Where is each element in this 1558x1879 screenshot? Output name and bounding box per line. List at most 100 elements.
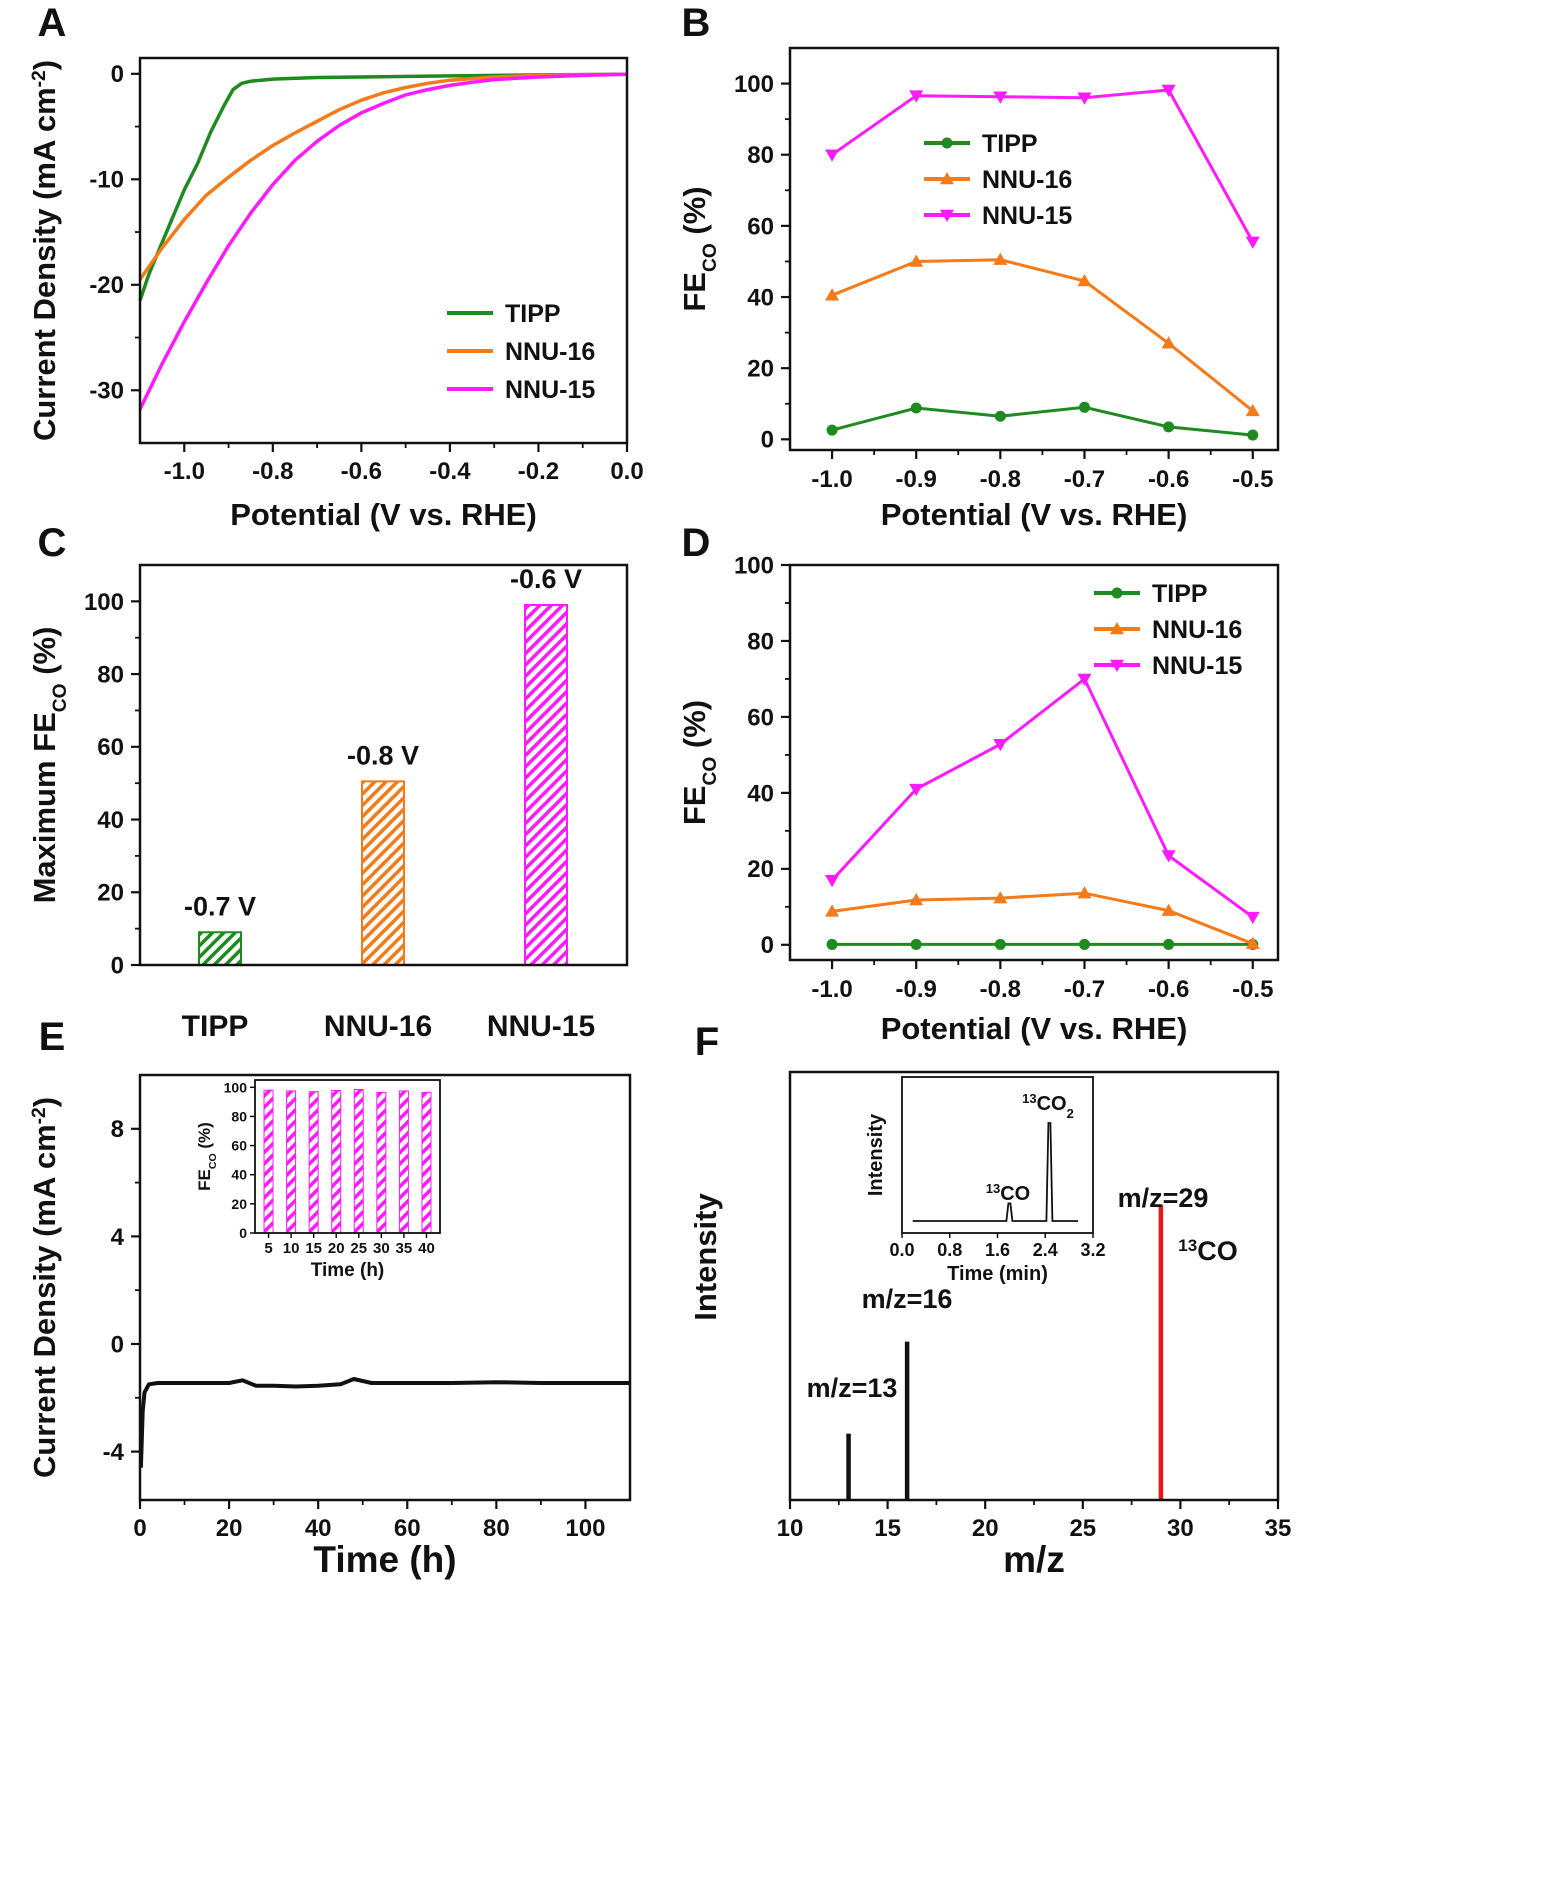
data-point-nnu-15 <box>1161 850 1176 863</box>
panel-a-x-axis-label: Potential (V vs. RHE) <box>230 497 537 532</box>
panel-a-y-tick-label: -10 <box>89 167 124 194</box>
inset-x-tick-label: 3.2 <box>1080 1240 1105 1260</box>
panel-letter-f: F <box>695 1020 719 1064</box>
data-point-nnu-15 <box>909 90 924 103</box>
data-point-tipp <box>1163 421 1175 433</box>
panel-D-x-tick-label: -0.8 <box>980 976 1021 1003</box>
panel-B-y-tick-label: 60 <box>747 213 774 240</box>
panel-B-x-axis-label: Potential (V vs. RHE) <box>881 497 1188 532</box>
panel-B-y-tick-label: 40 <box>747 284 774 311</box>
inset-x-tick-label: 0.0 <box>889 1240 914 1260</box>
panel-e-x-tick-label: 80 <box>483 1515 510 1542</box>
panel-D-y-tick-label: 40 <box>747 780 774 807</box>
panel-letter-d: D <box>682 521 711 565</box>
panel-letter-e: E <box>39 1015 66 1059</box>
panel-D-x-tick-label: -1.0 <box>811 976 852 1003</box>
data-point-nnu-16 <box>1245 403 1260 417</box>
panel-a-x-tick-label: 0.0 <box>610 458 643 485</box>
series-line-tipp <box>831 405 1253 437</box>
panel-D-y-tick-label: 20 <box>747 856 774 883</box>
panel-letter-a: A <box>38 1 67 45</box>
data-point-nnu-16 <box>1077 274 1092 287</box>
panel-D-y-tick-label: 100 <box>734 552 774 579</box>
inset-x-tick-label: 1.6 <box>985 1240 1010 1260</box>
panel-D-y-tick-label: 80 <box>747 628 774 655</box>
panel-e-y-axis-label: Current Density (mA cm-2) <box>27 1097 62 1478</box>
inset-x-tick-label: 30 <box>373 1240 390 1257</box>
inset-x-tick-label: 15 <box>305 1240 322 1257</box>
legend-marker-tipp <box>1111 587 1123 599</box>
inset-frame <box>254 1079 441 1234</box>
panel-f-y-axis-label: Intensity <box>688 1193 723 1321</box>
panel-f-x-tick-label: 35 <box>1265 1515 1292 1542</box>
panel-d-chart: -1.0 -0.9 -0.8 -0.7 -0.6 -0.5 0 20 40 60 80 100 Pote… <box>677 552 1280 1046</box>
panel-a-y-tick-label: -30 <box>89 378 124 405</box>
inset-x-tick-label: 35 <box>396 1240 413 1257</box>
panel-B-y-axis-label: FECO (%) <box>677 186 721 311</box>
data-point-nnu-16 <box>1161 336 1176 349</box>
inset-chromatogram-line <box>912 1122 1079 1222</box>
panel-a-chart: -1.0 -0.8 -0.6 -0.4 -0.2 0.0 0 -10 -20 -30 Potenti… <box>27 56 644 532</box>
legend-label-nnu-16: NNU-16 <box>505 338 595 366</box>
panel-e-x-axis-label: Time (h) <box>313 1539 456 1580</box>
panel-e-y-tick-label: -4 <box>103 1439 125 1466</box>
inset-bar <box>286 1090 297 1234</box>
inset-peak-label-co: 13CO <box>986 1181 1030 1206</box>
panel-B-x-tick-label: -0.5 <box>1232 466 1273 493</box>
panel-B-y-tick-label: 0 <box>761 427 774 454</box>
panel-e-x-tick-label: 40 <box>305 1515 332 1542</box>
axes-frame <box>788 563 1280 962</box>
panel-a-x-tick-label: -0.6 <box>341 458 382 485</box>
peak-label-mz-29: m/z=29 <box>1118 1183 1209 1213</box>
series-line-nnu-15 <box>830 676 1254 919</box>
data-point-nnu-16 <box>993 252 1008 265</box>
category-label-tipp: TIPP <box>182 1010 249 1043</box>
data-point-nnu-16 <box>909 254 924 267</box>
inset-bar <box>308 1091 319 1234</box>
inset-peak-label-co2: 13CO2 <box>1022 1091 1074 1121</box>
inset-x-tick-label: 2.4 <box>1033 1240 1058 1260</box>
panel-e-x-tick-label: 60 <box>394 1515 421 1542</box>
panel-a-x-tick-label: -0.2 <box>518 458 559 485</box>
panel-letter-c: C <box>38 521 67 565</box>
inset-y-tick-label: 80 <box>231 1108 247 1124</box>
panel-f-x-tick-label: 15 <box>874 1515 901 1542</box>
series-line-stability <box>138 1377 630 1468</box>
series-line-nnu-16 <box>831 891 1254 946</box>
panel-a-x-tick-label: -0.8 <box>252 458 293 485</box>
panel-e-x-tick-label: 0 <box>133 1515 146 1542</box>
panel-c-y-tick-label: 100 <box>84 589 124 616</box>
panel-a-x-tick-label: -0.4 <box>429 458 471 485</box>
panel-letters: A B C D E F <box>38 1 720 1064</box>
panel-c-y-tick-label: 40 <box>97 807 124 834</box>
legend-label-tipp: TIPP <box>505 300 561 328</box>
legend-label-nnu-16: NNU-16 <box>1152 616 1242 644</box>
inset-x-tick-label: 40 <box>418 1240 435 1257</box>
bar-tipp <box>198 931 242 966</box>
data-point-tipp <box>1078 938 1090 950</box>
legend-marker-nnu-16 <box>1110 622 1124 635</box>
peak-label-mz-13: m/z=13 <box>807 1373 898 1403</box>
data-point-nnu-16 <box>1077 886 1092 899</box>
panel-e-x-tick-label: 100 <box>565 1515 605 1542</box>
inset-y-axis-label: FECO (%) <box>195 1122 219 1191</box>
inset-y-axis-label: Intensity <box>865 1113 887 1196</box>
data-point-nnu-16 <box>825 904 840 917</box>
data-point-tipp <box>994 410 1006 422</box>
inset-bar <box>376 1091 387 1234</box>
inset-x-tick-label: 10 <box>283 1240 300 1257</box>
panel-B-x-tick-label: -0.9 <box>896 466 937 493</box>
bar-label-tipp: -0.7 V <box>184 891 256 921</box>
inset-x-tick-label: 20 <box>328 1240 345 1257</box>
axes-frame <box>138 1073 632 1502</box>
panel-letter-b: B <box>682 1 711 45</box>
data-point-tipp <box>826 424 838 436</box>
panel-f-inset: 0.0 0.8 1.6 2.4 3.2 Time (min) Intensity 13CO 13… <box>865 1076 1106 1285</box>
series-line-nnu-16 <box>138 72 628 281</box>
panel-f-x-tick-label: 25 <box>1069 1515 1096 1542</box>
panel-f-x-tick-label: 20 <box>972 1515 999 1542</box>
series-line-nnu-16 <box>831 258 1254 413</box>
data-point-tipp <box>1163 938 1175 950</box>
